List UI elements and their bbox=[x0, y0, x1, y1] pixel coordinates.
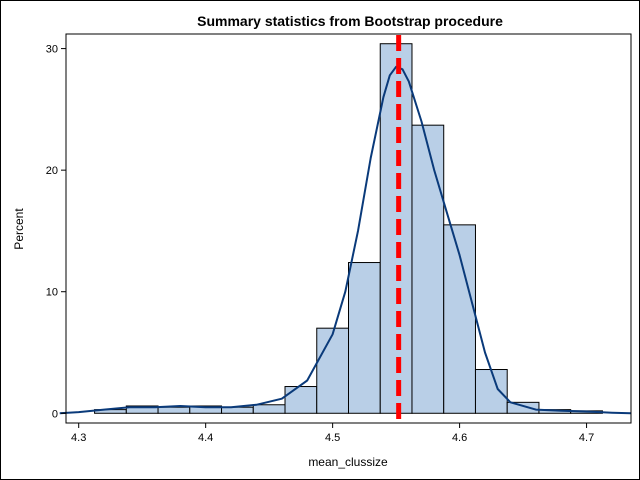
histogram-bar-7 bbox=[316, 327, 349, 414]
histogram-bar-10 bbox=[411, 124, 445, 414]
histogram-bar-5 bbox=[252, 404, 286, 414]
x-tick-label: 4.3 bbox=[71, 432, 86, 444]
histogram-bar-12 bbox=[474, 369, 508, 414]
histogram-bar-9 bbox=[379, 43, 413, 414]
chart-title: Summary statistics from Bootstrap proced… bbox=[197, 13, 503, 29]
density-curve-layer bbox=[59, 65, 632, 415]
y-axis-ticks: 0 10 20 30 bbox=[46, 44, 66, 420]
histogram-bar-2 bbox=[157, 406, 191, 414]
x-axis-ticks: 4.3 4.4 4.5 4.6 4.7 bbox=[71, 423, 594, 444]
x-tick-label: 4.4 bbox=[198, 432, 213, 444]
histogram-bar-6 bbox=[284, 386, 318, 414]
plot-area-frame bbox=[65, 33, 632, 424]
histogram-bar-8 bbox=[348, 262, 381, 414]
density-curve bbox=[59, 65, 632, 415]
x-tick-label: 4.5 bbox=[325, 432, 340, 444]
y-tick-label: 0 bbox=[52, 408, 58, 420]
x-axis-label: mean_clussize bbox=[308, 455, 388, 469]
histogram-bars bbox=[94, 43, 603, 414]
y-tick-label: 30 bbox=[46, 44, 58, 56]
histogram-bar-13 bbox=[506, 401, 540, 414]
x-tick-label: 4.7 bbox=[579, 432, 594, 444]
y-axis-label: Percent bbox=[12, 208, 26, 250]
x-tick-label: 4.6 bbox=[452, 432, 467, 444]
y-tick-label: 10 bbox=[46, 287, 58, 299]
y-tick-label: 20 bbox=[46, 165, 58, 177]
